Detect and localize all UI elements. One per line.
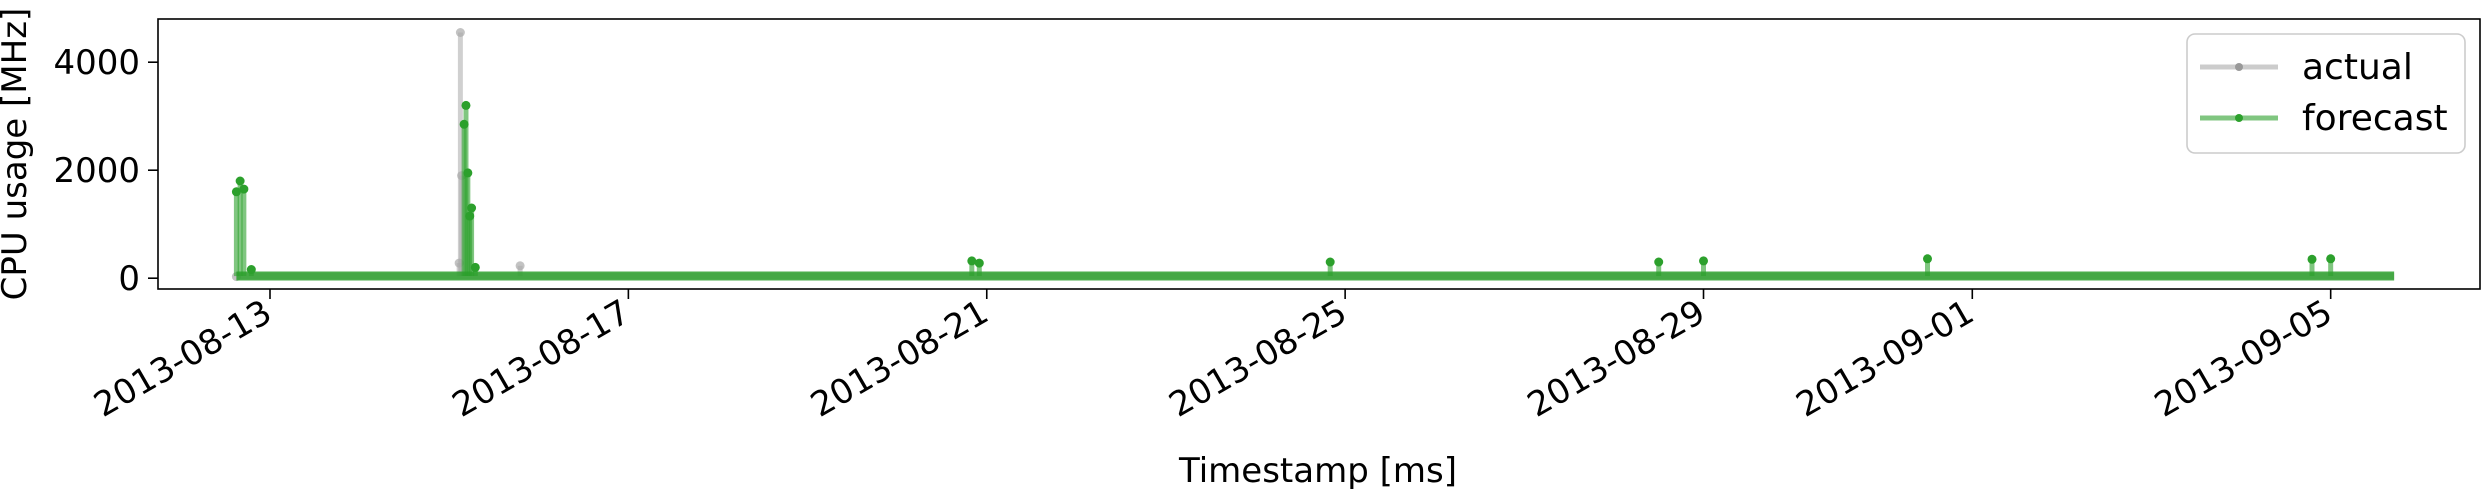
- x-tick-label: 2013-08-29: [1521, 292, 1712, 425]
- series-point: [1654, 257, 1664, 267]
- series-forecast: [231, 100, 2395, 281]
- x-tick-label: 2013-08-13: [87, 292, 278, 425]
- series-point: [463, 168, 473, 178]
- x-tick-label: 2013-09-01: [1790, 292, 1981, 425]
- series-point: [2326, 254, 2336, 264]
- series-point: [239, 184, 249, 194]
- legend-actual-label: actual: [2302, 47, 2413, 88]
- series-point: [1922, 254, 1932, 264]
- x-tick-label: 2013-08-17: [446, 292, 637, 425]
- y-tick-label: 0: [118, 259, 140, 299]
- series-point: [1699, 256, 1709, 266]
- series-point: [515, 261, 525, 271]
- legend-box: [2186, 33, 2466, 154]
- legend-actual-marker: [2235, 63, 2243, 71]
- plot-frame: [157, 18, 2481, 290]
- series-point: [461, 100, 471, 110]
- legend-forecast-label: forecast: [2302, 98, 2448, 139]
- series-point: [235, 176, 245, 186]
- x-axis-label: Timestamp [ms]: [1178, 451, 1457, 490]
- series-point: [967, 256, 977, 266]
- y-axis: 0 2000 4000: [53, 43, 158, 299]
- series-point: [470, 262, 480, 272]
- x-tick-label: 2013-09-05: [2148, 292, 2339, 425]
- series-point: [974, 258, 984, 268]
- plot-data-group: [231, 28, 2395, 282]
- x-axis: 2013-08-13 2013-08-17 2013-08-21 2013-08-25…: [87, 289, 2339, 426]
- series-point: [1325, 257, 1335, 267]
- y-tick-label: 4000: [53, 43, 140, 83]
- y-axis-label: CPU usage [MHz]: [0, 8, 35, 301]
- series-point: [455, 28, 465, 37]
- series-point: [246, 265, 256, 275]
- x-tick-label: 2013-08-21: [804, 292, 995, 425]
- x-tick-label: 2013-08-25: [1163, 292, 1354, 425]
- legend-forecast-marker: [2235, 114, 2243, 122]
- series-point: [2307, 254, 2317, 264]
- series-point: [467, 203, 477, 213]
- legend: actual forecast: [2186, 33, 2466, 154]
- y-tick-label: 2000: [53, 151, 140, 191]
- series-actual: [231, 28, 2395, 282]
